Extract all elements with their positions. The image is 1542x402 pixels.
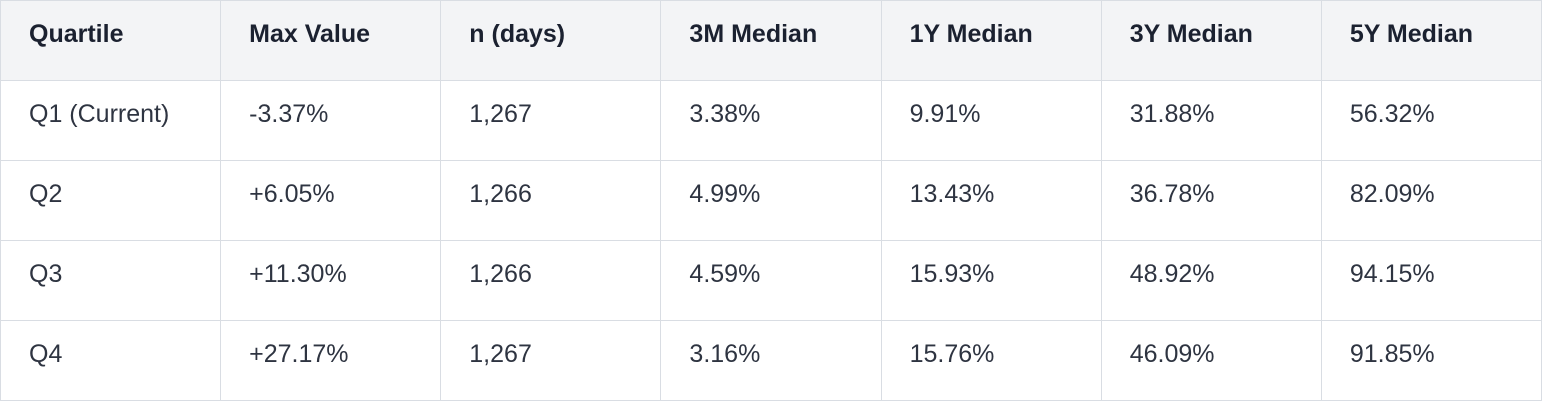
header-cell: 3M Median [660,0,882,81]
table-cell: -3.37% [220,80,442,161]
table-cell: 3.38% [660,80,882,161]
table-header: Quartile Max Value n (days) 3M Median 1Y Med… [0,0,1542,81]
table-cell: 15.76% [880,320,1102,401]
table-cell: 46.09% [1100,320,1322,401]
table-cell: Q1 (Current) [0,80,222,161]
table-cell: 4.59% [660,240,882,321]
table-cell: 91.85% [1320,320,1542,401]
table-cell: +6.05% [220,160,442,241]
table-cell: Q2 [0,160,222,241]
header-cell: 5Y Median [1320,0,1542,81]
table-cell: +27.17% [220,320,442,401]
table-cell: Q4 [0,320,222,401]
table-cell: 1,266 [440,240,662,321]
table-cell: 1,266 [440,160,662,241]
table-cell: 9.91% [880,80,1102,161]
header-cell: n (days) [440,0,662,81]
table-cell: 4.99% [660,160,882,241]
table-row: Q3 +11.30% 1,266 4.59% 15.93% 48.92% 94.15% [0,240,1542,321]
table-cell: 15.93% [880,240,1102,321]
table-cell: 1,267 [440,320,662,401]
header-cell: 1Y Median [880,0,1102,81]
table-cell: 13.43% [880,160,1102,241]
table-cell: 48.92% [1100,240,1322,321]
table-cell: 1,267 [440,80,662,161]
table-cell: 94.15% [1320,240,1542,321]
table-row: Q2 +6.05% 1,266 4.99% 13.43% 36.78% 82.09% [0,160,1542,241]
header-cell: Quartile [0,0,222,81]
table-body: Q1 (Current) -3.37% 1,267 3.38% 9.91% 31.88% 5… [0,80,1542,401]
table-row: Q4 +27.17% 1,267 3.16% 15.76% 46.09% 91.85% [0,320,1542,401]
header-cell: Max Value [220,0,442,81]
table-cell: 56.32% [1320,80,1542,161]
table-cell: Q3 [0,240,222,321]
header-row: Quartile Max Value n (days) 3M Median 1Y Med… [0,0,1542,81]
table-cell: 36.78% [1100,160,1322,241]
table-row: Q1 (Current) -3.37% 1,267 3.38% 9.91% 31.88% 5… [0,80,1542,161]
table-cell: 31.88% [1100,80,1322,161]
header-cell: 3Y Median [1100,0,1322,81]
table-cell: +11.30% [220,240,442,321]
table-cell: 3.16% [660,320,882,401]
table-cell: 82.09% [1320,160,1542,241]
